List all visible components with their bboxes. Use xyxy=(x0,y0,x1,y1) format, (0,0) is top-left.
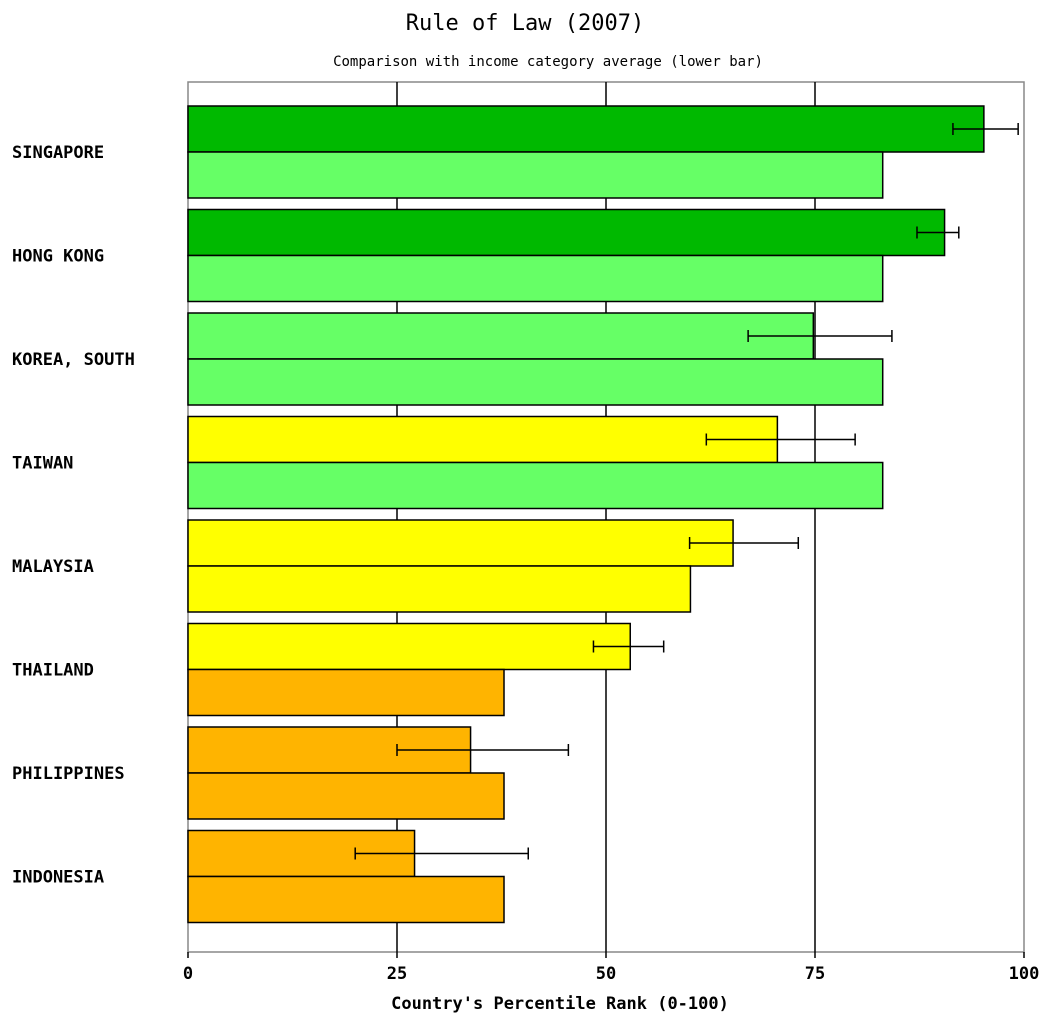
income-average-bar xyxy=(187,254,884,303)
income-average-bar xyxy=(187,772,505,820)
bars-group xyxy=(187,105,985,924)
country-bar xyxy=(187,415,779,464)
error-bars-group xyxy=(354,123,1019,860)
category-label: KOREA, SOUTH xyxy=(12,350,135,370)
x-axis-ticks: 0 25 50 75 100 xyxy=(183,952,1039,984)
country-bar xyxy=(187,208,946,257)
category-label: HONG KONG xyxy=(12,247,104,267)
tick-label: 75 xyxy=(805,964,825,984)
income-average-bar xyxy=(187,461,884,510)
income-average-bar xyxy=(187,151,884,199)
category-label: INDONESIA xyxy=(12,868,104,888)
tick-label: 50 xyxy=(596,964,616,984)
tick-label: 25 xyxy=(387,964,407,984)
income-average-bar xyxy=(187,358,884,406)
income-average-bar xyxy=(187,668,505,717)
category-label: PHILIPPINES xyxy=(12,764,125,784)
category-labels: SINGAPORE HONG KONG KOREA, SOUTH TAIWAN MALA… xyxy=(12,143,135,888)
country-bar xyxy=(187,519,734,567)
country-bar xyxy=(187,622,631,671)
income-average-bar xyxy=(187,565,692,613)
category-label: MALAYSIA xyxy=(12,557,94,577)
chart-subtitle: Comparison with income category average … xyxy=(333,54,763,70)
country-bar xyxy=(187,105,985,153)
x-axis-label: Country's Percentile Rank (0-100) xyxy=(391,994,729,1014)
tick-label: 100 xyxy=(1009,964,1040,984)
category-label: THAILAND xyxy=(12,661,94,681)
income-average-bar xyxy=(187,875,505,924)
category-label: TAIWAN xyxy=(12,454,73,474)
category-label: SINGAPORE xyxy=(12,143,104,163)
tick-label: 0 xyxy=(183,964,193,984)
chart-title: Rule of Law (2007) xyxy=(406,11,644,36)
country-bar xyxy=(187,312,815,360)
